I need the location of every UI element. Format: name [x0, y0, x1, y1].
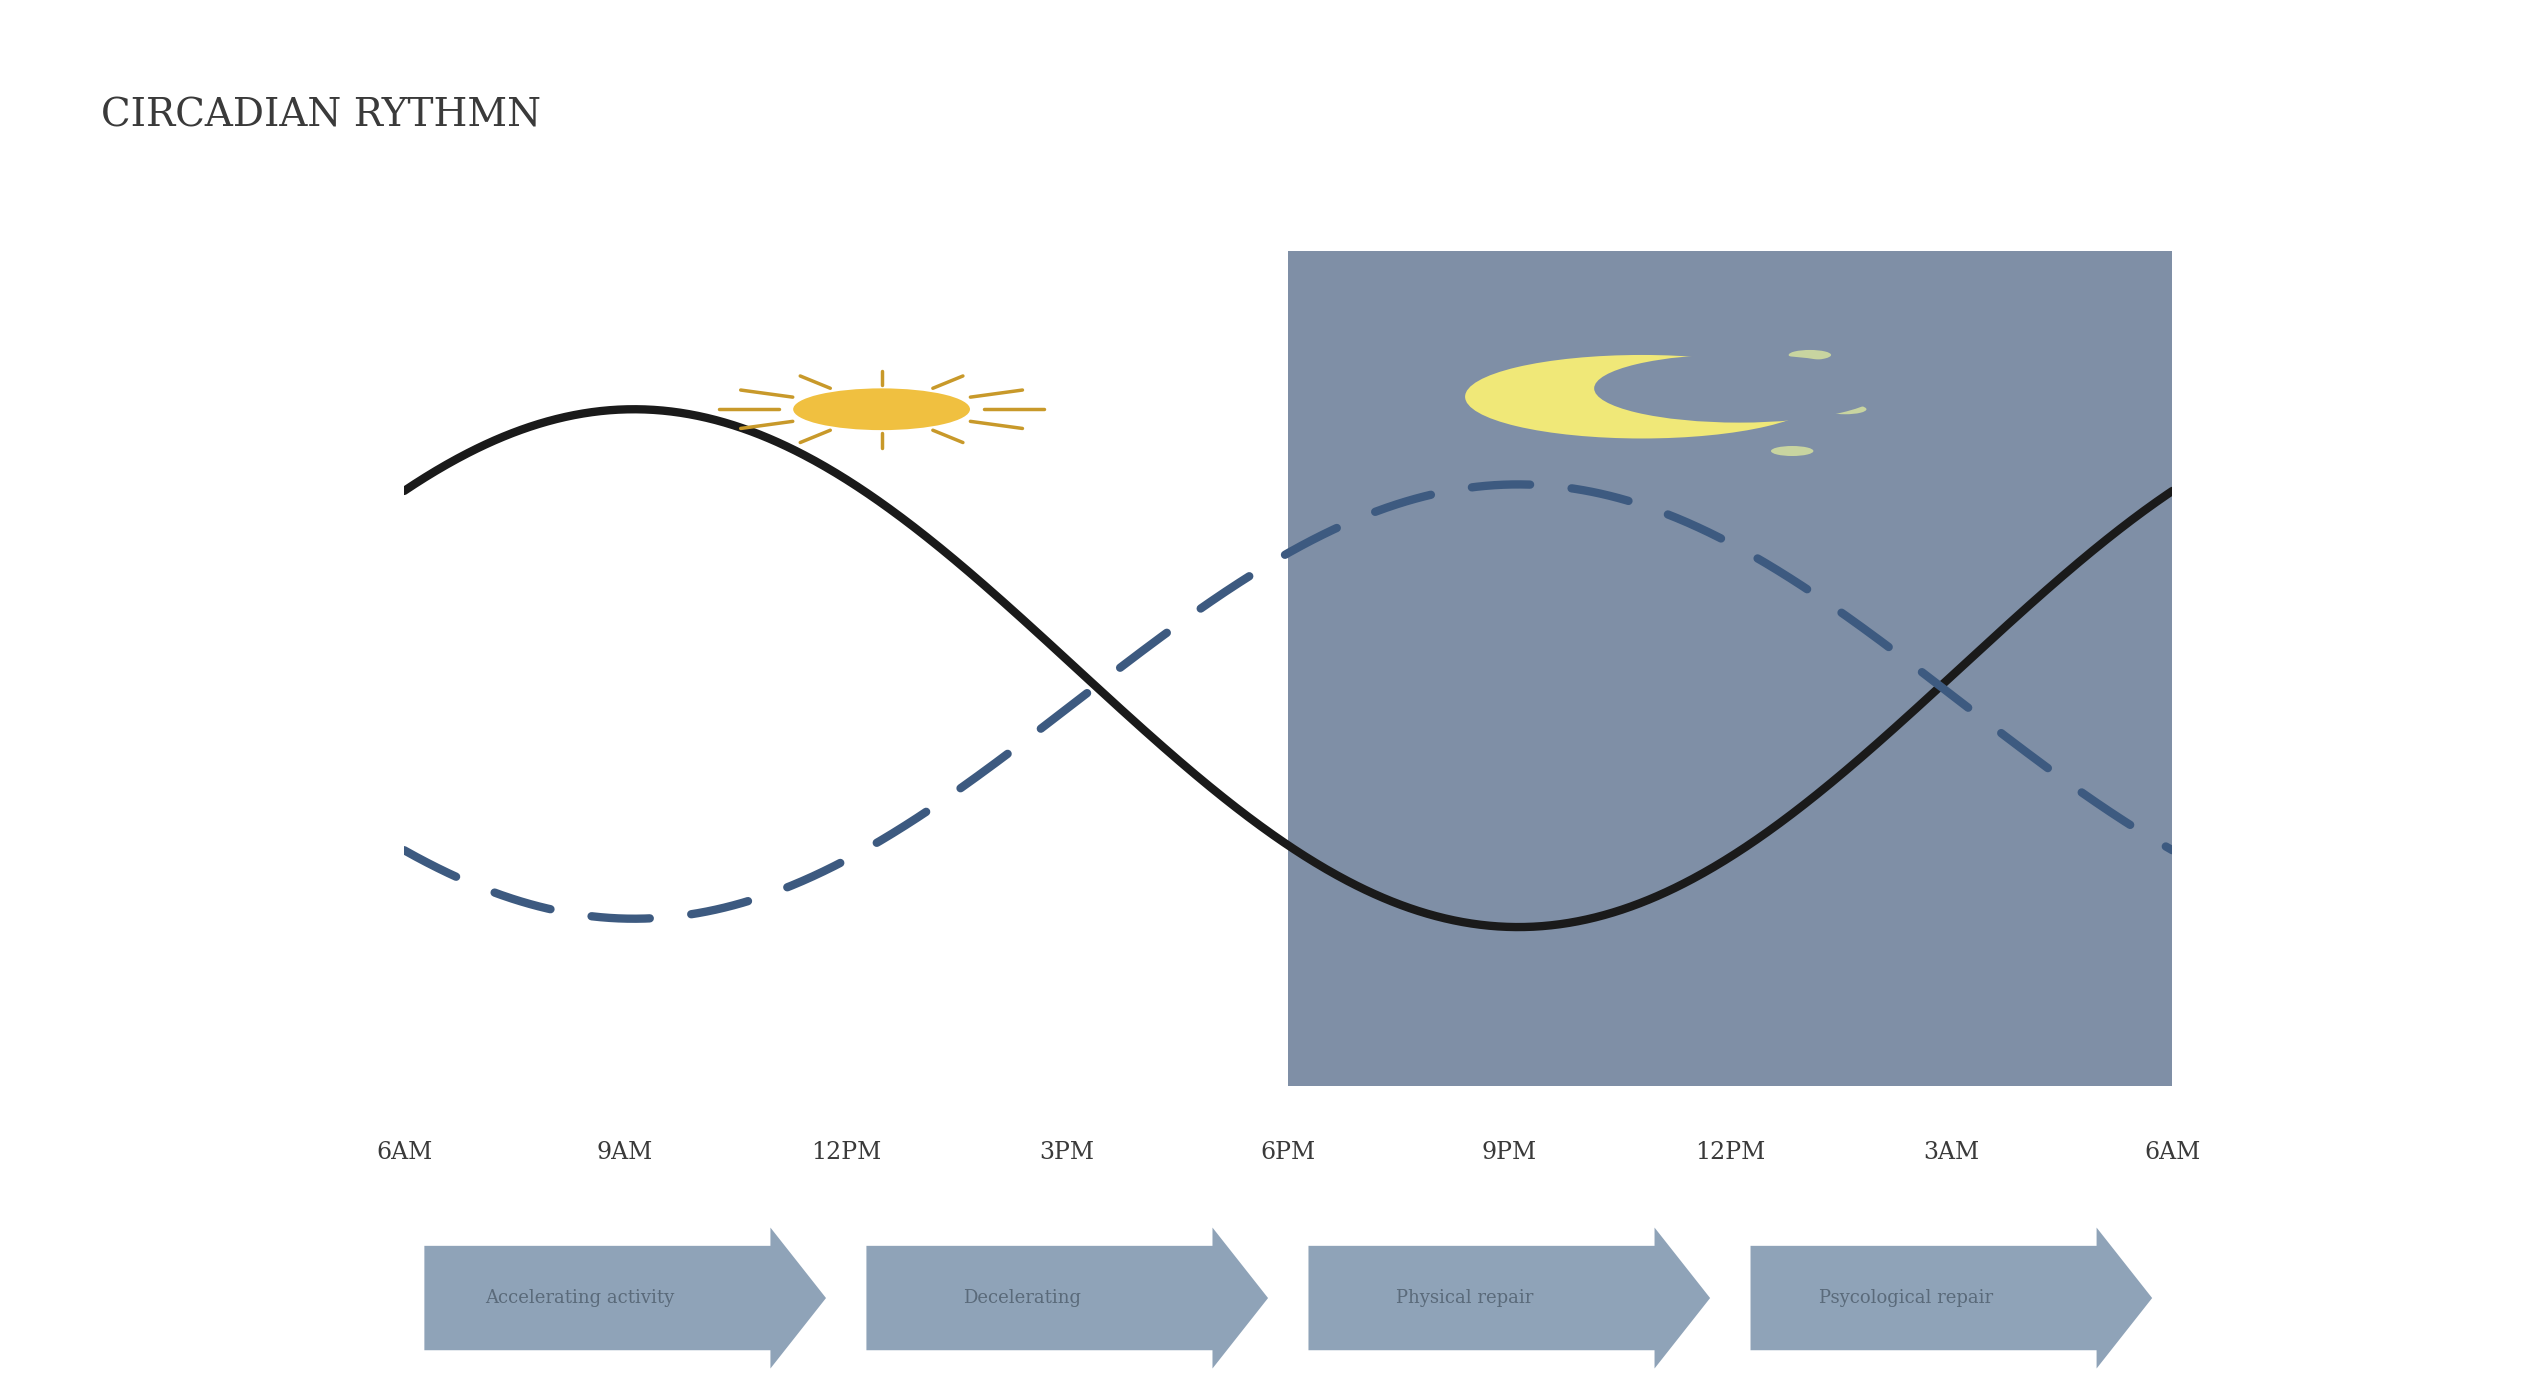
Text: CIRCADIAN RYTHMN: CIRCADIAN RYTHMN: [101, 97, 541, 135]
Text: 3AM: 3AM: [1922, 1141, 1980, 1165]
Circle shape: [1824, 404, 1867, 415]
Circle shape: [1594, 354, 1884, 423]
Text: 6AM: 6AM: [2145, 1141, 2200, 1165]
Text: Physical repair: Physical repair: [1394, 1289, 1533, 1307]
Text: Psycological repair: Psycological repair: [1819, 1289, 1993, 1307]
Text: 9AM: 9AM: [596, 1141, 654, 1165]
Circle shape: [1788, 349, 1831, 361]
Text: Decelerating: Decelerating: [962, 1289, 1081, 1307]
Text: Accelerating activity: Accelerating activity: [485, 1289, 674, 1307]
Text: 3PM: 3PM: [1041, 1141, 1094, 1165]
Circle shape: [1465, 355, 1819, 438]
Text: 12PM: 12PM: [1695, 1141, 1766, 1165]
Text: 6PM: 6PM: [1260, 1141, 1316, 1165]
Circle shape: [793, 388, 970, 430]
Text: 6AM: 6AM: [376, 1141, 432, 1165]
Text: 9PM: 9PM: [1483, 1141, 1536, 1165]
Circle shape: [1771, 445, 1814, 457]
Bar: [1288, 251, 2172, 1086]
Text: 12PM: 12PM: [811, 1141, 882, 1165]
